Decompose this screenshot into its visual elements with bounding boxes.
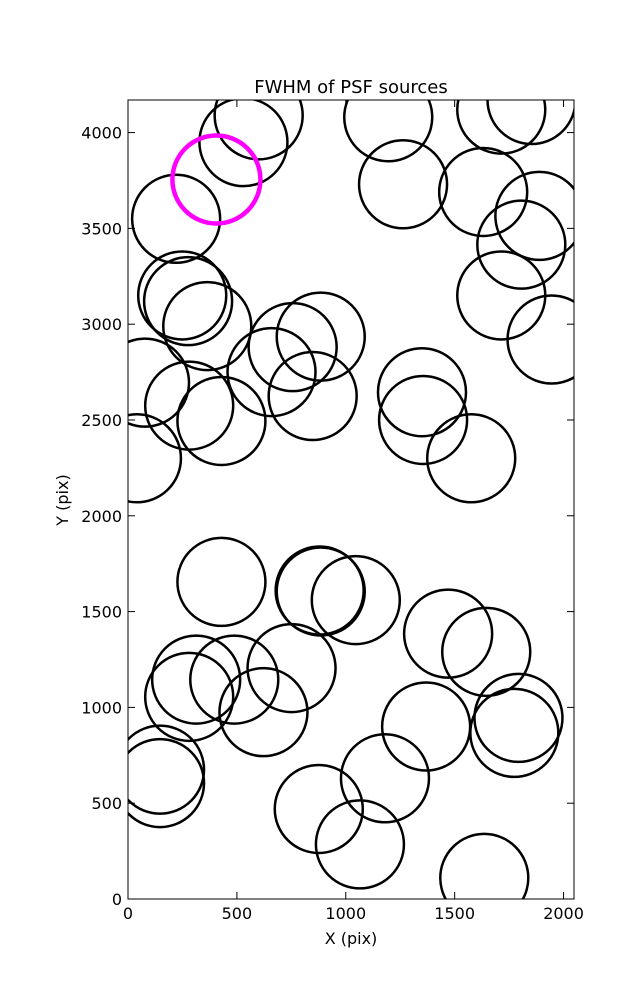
source-circle	[246, 622, 337, 714]
source-circle	[273, 763, 365, 855]
x-axis-label: X (pix)	[325, 929, 378, 948]
source-circle	[267, 350, 358, 442]
axes-frame	[127, 99, 575, 900]
plot-area	[128, 100, 574, 899]
source-circle	[377, 374, 469, 466]
y-axis-label: Y (pix)	[53, 474, 72, 526]
source-circle	[473, 672, 564, 764]
source-circle	[128, 724, 206, 815]
y-tick-label: 0	[112, 890, 122, 909]
source-circle	[425, 413, 517, 504]
source-circle	[439, 832, 530, 899]
y-tick-label: 3000	[81, 315, 122, 334]
source-circle	[402, 588, 494, 679]
y-tick-label: 1500	[81, 603, 122, 622]
y-tick-label: 4000	[81, 124, 122, 143]
source-circle	[130, 173, 222, 265]
x-tick-label: 0	[123, 904, 133, 923]
source-circle	[440, 606, 532, 698]
source-circle	[339, 733, 431, 824]
source-circle	[176, 536, 267, 628]
source-circle	[486, 100, 574, 146]
source-circle	[170, 133, 263, 226]
source-circle	[476, 199, 567, 290]
y-tick-label: 2000	[81, 507, 122, 526]
source-circle	[494, 170, 574, 262]
source-circle	[189, 634, 280, 725]
x-tick-label: 1500	[434, 904, 475, 923]
y-tick-label: 500	[91, 794, 122, 813]
x-tick-label: 500	[222, 904, 253, 923]
source-circle	[150, 634, 242, 725]
source-circle	[275, 291, 366, 382]
source-circle	[456, 100, 547, 155]
source-circle	[380, 681, 472, 772]
source-circle	[310, 554, 402, 646]
x-tick-label: 1000	[325, 904, 366, 923]
source-circle	[198, 100, 289, 188]
source-circle	[128, 737, 206, 829]
source-circle	[142, 255, 234, 347]
source-circle	[162, 280, 253, 372]
source-circle	[506, 294, 574, 385]
source-circle	[343, 100, 434, 163]
source-circle	[218, 666, 309, 758]
y-tick-label: 1000	[81, 698, 122, 717]
y-tick-label: 2500	[81, 411, 122, 430]
source-circle	[226, 326, 317, 418]
source-circle	[213, 100, 304, 161]
source-circle	[314, 799, 406, 890]
y-tick-label: 3500	[81, 219, 122, 238]
source-circle	[128, 413, 183, 504]
source-circle	[357, 139, 449, 230]
chart-title: FWHM of PSF sources	[254, 77, 448, 98]
source-circle	[128, 337, 191, 428]
source-circle	[437, 146, 529, 238]
source-circle	[143, 651, 235, 743]
source-circle	[136, 250, 228, 341]
x-tick-label: 2000	[543, 904, 584, 923]
source-circle	[376, 346, 468, 438]
source-circle	[176, 375, 267, 467]
